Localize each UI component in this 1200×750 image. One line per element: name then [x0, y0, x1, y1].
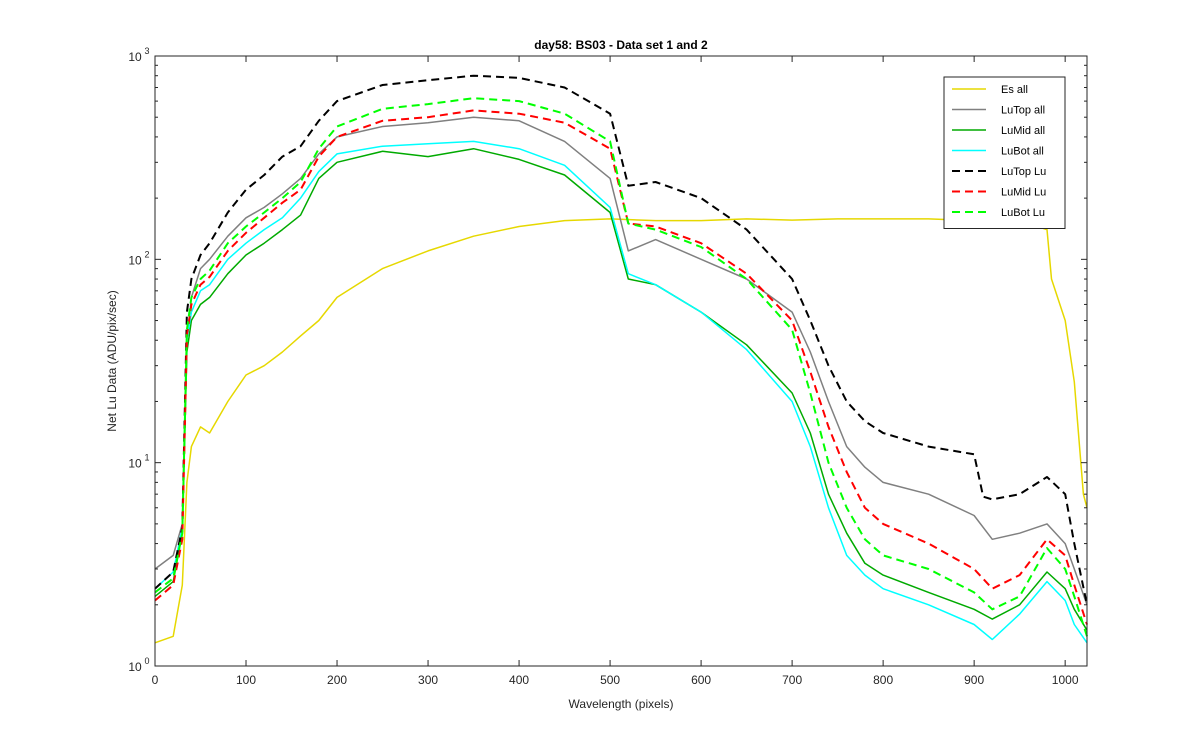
y-tick-label-2: 10	[128, 253, 142, 267]
legend-label-3: LuBot all	[1001, 146, 1044, 158]
legend-box	[943, 76, 1066, 229]
y-tick-exponent-1: 1	[144, 453, 149, 463]
x-tick-label-2: 200	[327, 673, 347, 687]
y-tick-label-0: 10	[128, 660, 142, 674]
legend-label-1: LuTop all	[1001, 105, 1045, 117]
series-line-1	[154, 116, 1088, 606]
x-tick-label-3: 300	[418, 673, 438, 687]
legend-label-0: Es all	[1001, 84, 1028, 96]
axes-box	[154, 55, 1088, 667]
y-tick-label-1: 10	[128, 457, 142, 471]
x-tick-label-4: 400	[509, 673, 529, 687]
legend-label-4: LuTop Lu	[1001, 166, 1046, 178]
plot-area	[155, 56, 1087, 666]
x-axis-label: Wavelength (pixels)	[569, 697, 674, 711]
x-tick-label-7: 700	[782, 673, 802, 687]
y-tick-exponent-2: 2	[144, 249, 149, 259]
legend: Es all LuTop all LuMid all LuBot all LuTop L…	[943, 76, 1066, 229]
legend-label-5: LuMid Lu	[1001, 187, 1046, 199]
y-tick-exponent-3: 3	[144, 46, 149, 56]
legend-label-6: LuBot Lu	[1001, 207, 1045, 219]
x-tick-label-8: 800	[873, 673, 893, 687]
x-tick-label-0: 0	[152, 673, 159, 687]
series-line-5	[154, 109, 1088, 625]
series-line-2	[154, 147, 1088, 631]
y-tick-label-3: 10	[128, 50, 142, 64]
x-tick-label-1: 100	[236, 673, 256, 687]
y-axis-label: Net Lu Data (ADU/pix/sec)	[105, 290, 119, 431]
legend-label-2: LuMid all	[1001, 125, 1045, 137]
chart-title: day58: BS03 - Data set 1 and 2	[534, 38, 708, 52]
series-line-4	[154, 74, 1088, 606]
x-tick-label-10: 1000	[1052, 673, 1079, 687]
series-group	[154, 74, 1088, 644]
x-tick-label-5: 500	[600, 673, 620, 687]
x-tick-label-6: 600	[691, 673, 711, 687]
series-line-6	[154, 97, 1088, 637]
y-tick-exponent-0: 0	[144, 656, 149, 666]
series-line-3	[154, 140, 1088, 644]
x-tick-label-9: 900	[964, 673, 984, 687]
